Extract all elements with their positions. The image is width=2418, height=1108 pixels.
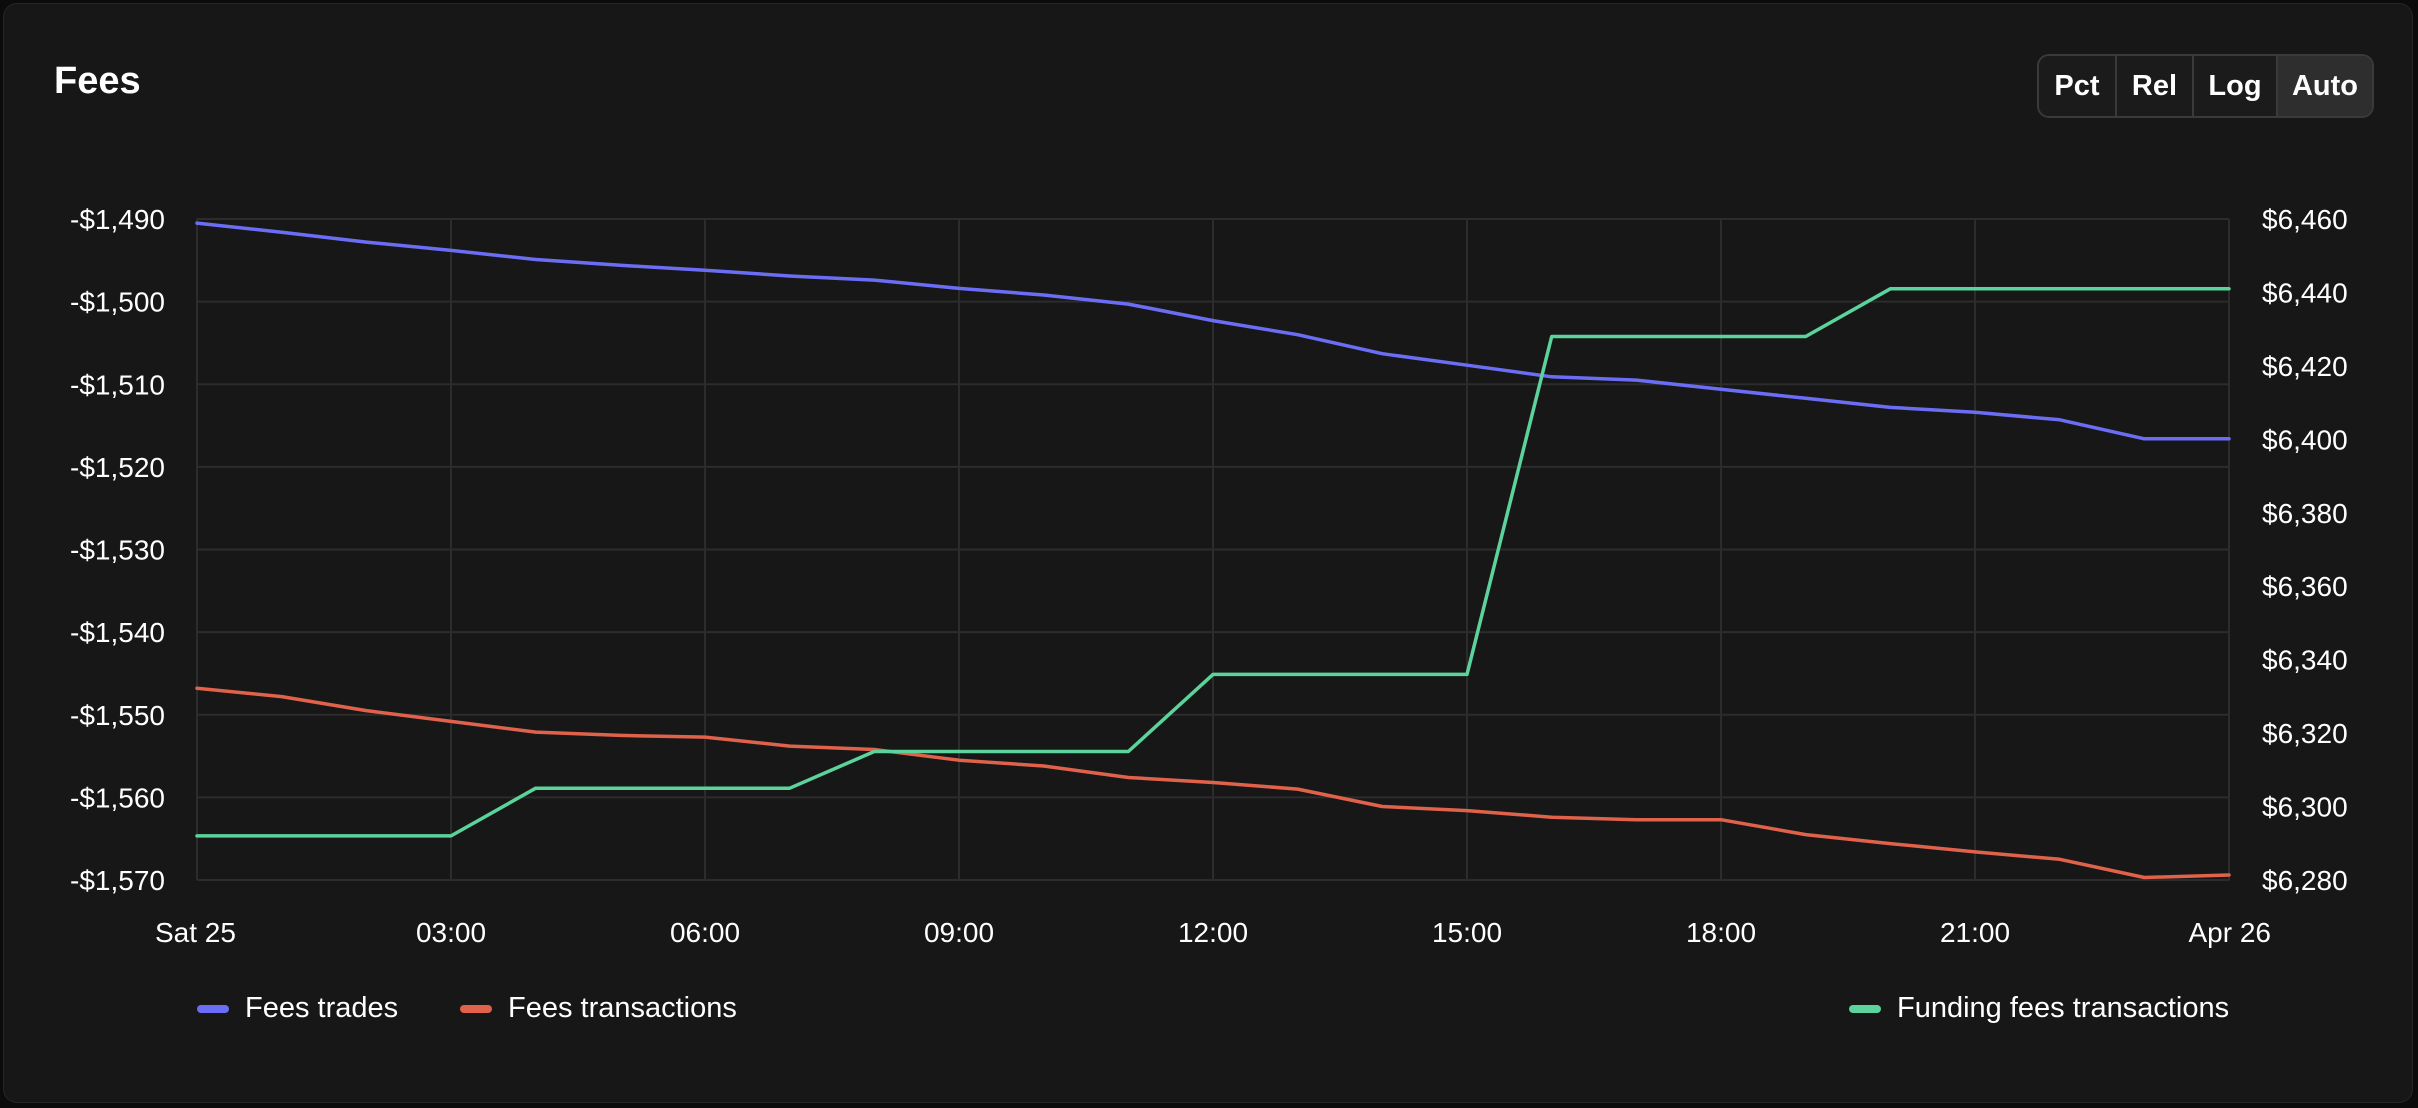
funding-fees-transactions-line[interactable] bbox=[195, 287, 2231, 838]
x-tick-label: Apr 26 bbox=[2189, 917, 2272, 948]
x-tick-label: 12:00 bbox=[1178, 917, 1248, 948]
chart-series bbox=[195, 221, 2231, 880]
legend-label-fees-trades: Fees trades bbox=[245, 992, 399, 1024]
legend-label-fees-transactions: Fees transactions bbox=[508, 992, 737, 1024]
scale-rel-button[interactable]: Rel bbox=[2117, 56, 2194, 116]
x-tick-label: 09:00 bbox=[924, 917, 994, 948]
scale-log-button[interactable]: Log bbox=[2194, 56, 2278, 116]
x-tick-label: 21:00 bbox=[1940, 917, 2010, 948]
legend-swatch-fees-trades bbox=[197, 1004, 229, 1013]
scale-mode-toggle: Pct Rel Log Auto bbox=[2037, 54, 2374, 118]
chart-title: Fees bbox=[54, 60, 141, 102]
y-right-tick-label: $6,400 bbox=[2262, 424, 2348, 455]
fees-transactions-line[interactable] bbox=[195, 686, 2231, 880]
fees-trades-line[interactable] bbox=[195, 221, 2231, 441]
x-tick-label: 03:00 bbox=[416, 917, 486, 948]
y-left-tick-label: -$1,500 bbox=[70, 287, 165, 318]
y-left-tick-label: -$1,560 bbox=[70, 782, 165, 813]
y-right-tick-label: $6,440 bbox=[2262, 277, 2348, 308]
y-left-tick-label: -$1,550 bbox=[70, 700, 165, 731]
legend-funding-fees-transactions[interactable]: Funding fees transactions bbox=[1849, 992, 2229, 1025]
scale-auto-button[interactable]: Auto bbox=[2278, 56, 2372, 116]
legend-fees-trades[interactable]: Fees trades bbox=[197, 992, 398, 1025]
legend-fees-transactions[interactable]: Fees transactions bbox=[460, 992, 737, 1025]
y-right-tick-label: $6,460 bbox=[2262, 204, 2348, 235]
x-tick-label: 18:00 bbox=[1686, 917, 1756, 948]
y-left-tick-label: -$1,540 bbox=[70, 617, 165, 648]
legend-swatch-fees-transactions bbox=[460, 1004, 492, 1013]
y-left-tick-label: -$1,510 bbox=[70, 369, 165, 400]
y-left-tick-label: -$1,570 bbox=[70, 865, 165, 896]
scale-pct-button[interactable]: Pct bbox=[2039, 56, 2117, 116]
chart-grid bbox=[196, 218, 2230, 881]
y-left-tick-label: -$1,530 bbox=[70, 535, 165, 566]
legend-label-funding-fees-transactions: Funding fees transactions bbox=[1897, 992, 2230, 1024]
y-right-tick-label: $6,300 bbox=[2262, 792, 2348, 823]
y-right-tick-label: $6,340 bbox=[2262, 645, 2348, 676]
x-tick-label: Sat 25 bbox=[155, 917, 236, 948]
y-right-tick-label: $6,320 bbox=[2262, 718, 2348, 749]
y-left-tick-label: -$1,490 bbox=[70, 204, 165, 235]
y-right-tick-label: $6,420 bbox=[2262, 351, 2348, 382]
y-left-tick-label: -$1,520 bbox=[70, 452, 165, 483]
y-right-tick-label: $6,280 bbox=[2262, 865, 2348, 896]
fees-chart-card: Fees Pct Rel Log Auto bbox=[3, 3, 2413, 1103]
y-right-tick-label: $6,380 bbox=[2262, 498, 2348, 529]
legend-swatch-funding-fees-transactions bbox=[1849, 1004, 1881, 1013]
chart-ticks: Sat 25 03:00 06:00 09:00 12:00 15:00 18:00 21:0… bbox=[70, 204, 2348, 948]
x-tick-label: 15:00 bbox=[1432, 917, 1502, 948]
x-tick-label: 06:00 bbox=[670, 917, 740, 948]
y-right-tick-label: $6,360 bbox=[2262, 571, 2348, 602]
